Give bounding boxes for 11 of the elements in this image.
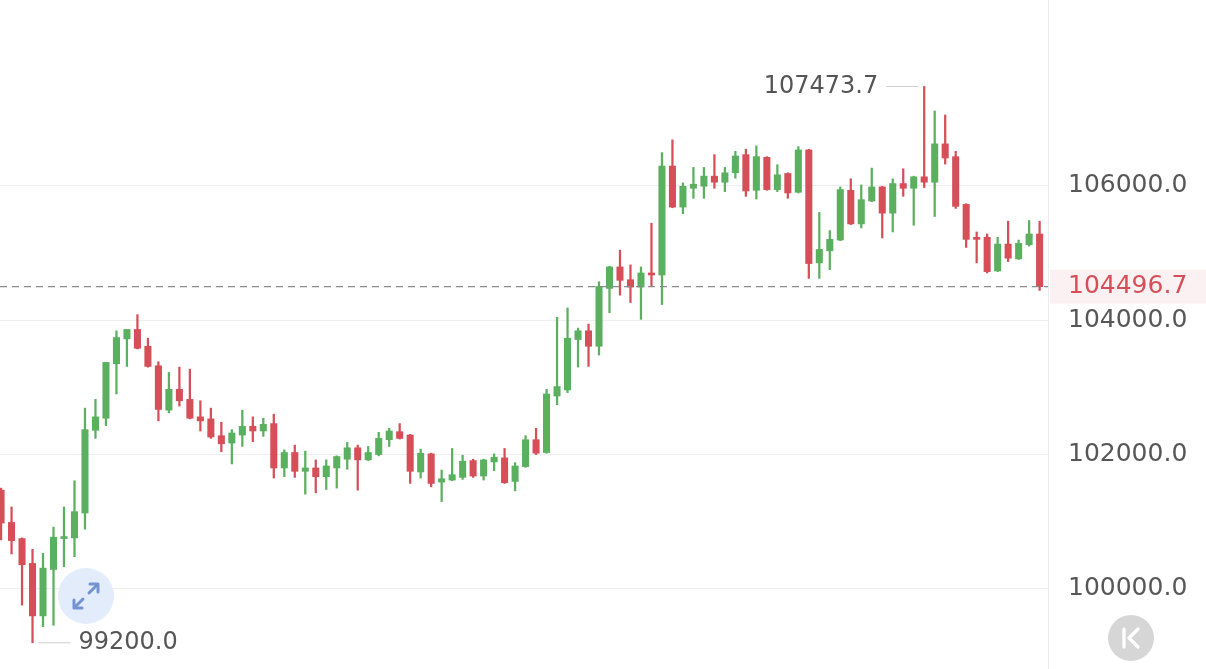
y-tick-label: 100000.0 [1068,572,1188,602]
y-tick-label: 102000.0 [1068,438,1188,468]
candlestick [626,264,635,303]
candlestick [689,167,697,199]
candlestick [710,154,718,189]
ref-line-label: 104496.7 [1068,270,1188,300]
annotation: 107473.7 [763,70,879,99]
y-tick-label: 104000.0 [1068,303,1188,333]
y-tick-label: 106000.0 [1068,169,1188,199]
candlestick [175,366,183,407]
annotation: 99200.0 [78,627,178,656]
